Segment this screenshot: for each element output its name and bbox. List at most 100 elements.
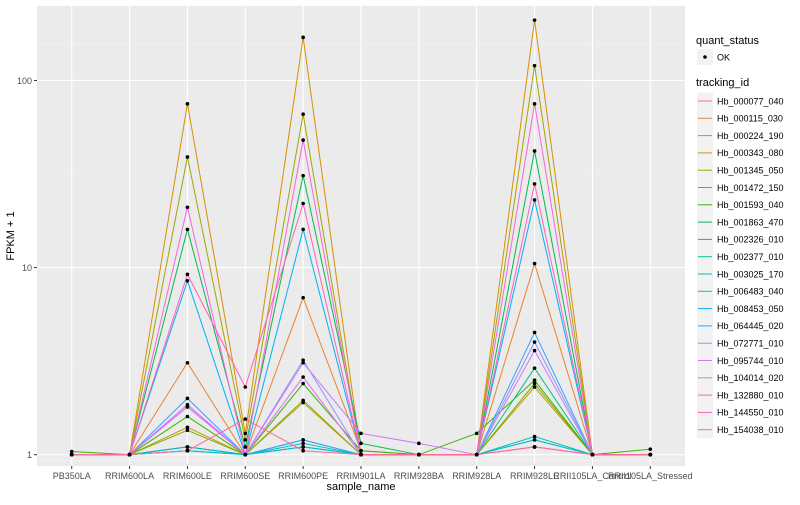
x-tick-label: RRIM600PE [278,471,328,481]
legend-item-label: Hb_002377_010 [717,252,784,262]
data-point [185,414,190,419]
legend-item-label: Hb_001472_150 [717,183,784,193]
data-point [301,227,305,232]
data-point [532,378,537,383]
data-point [532,330,537,335]
data-point [243,452,248,457]
data-point [243,385,248,389]
data-point [301,381,305,386]
legend-item-label: Hb_095744_010 [717,356,784,366]
legend-item-label: Hb_144550_010 [717,408,784,418]
data-point [301,201,305,206]
data-point [243,417,248,421]
data-point [301,441,305,446]
data-point [532,445,537,449]
legend-item-label: OK [717,53,730,63]
data-point [532,149,537,153]
legend-color: tracking_id Hb_000077_040 Hb_000115_030 Hb… [696,77,784,439]
data-points [69,18,653,457]
x-tick-label: RRIM928LE [510,471,559,481]
data-point [185,402,190,407]
data-point [243,438,248,442]
data-point [301,398,305,403]
legend-color-title: tracking_id [696,77,749,89]
legend-item-label: Hb_000077_040 [717,96,784,106]
grid [37,6,685,466]
data-point [301,438,305,442]
data-point [532,366,537,370]
y-tick-label: 10 [22,263,32,273]
x-axis: PB350LA RRIM600LA RRIM600LE RRIM600SE RRIM60… [53,466,693,481]
legend-item-label: Hb_000115_030 [717,114,783,124]
data-point [185,227,190,232]
data-point [185,448,190,453]
y-axis: 1 10 100 [17,76,37,460]
data-point [185,360,190,365]
data-point [185,445,190,449]
x-tick-label: RRII105LA_Stressed [608,471,693,481]
legend-item-label: Hb_000343_080 [717,148,784,158]
legend-shape: quant_status OK [696,35,759,65]
legend-item-label: Hb_072771_010 [717,339,784,349]
legend-item-label: Hb_001593_040 [717,200,784,210]
data-point [301,138,305,142]
legend-item-label: Hb_001863_470 [717,217,784,227]
data-point [185,155,190,159]
data-point [69,449,74,454]
y-axis-title: FPKM + 1 [5,211,17,260]
legend-item-label: Hb_064445_020 [717,321,784,331]
data-point [532,182,537,186]
data-point [532,340,537,344]
data-point [301,375,305,379]
x-tick-label: RRIM600SE [220,471,270,481]
data-point [301,295,305,300]
data-point [532,63,537,68]
x-tick-label: RRIM928BA [394,471,444,481]
data-point [185,278,190,283]
y-tick-label: 1 [27,450,32,460]
legend-item-label: Hb_104014_020 [717,373,784,383]
data-point [301,35,305,40]
x-tick-label: RRIM901LA [336,471,385,481]
data-point [532,434,537,439]
data-point [243,445,248,449]
data-point [532,102,537,106]
data-point [301,360,305,365]
legend-item-label: Hb_002326_010 [717,235,784,245]
data-point [243,431,248,436]
data-point [648,447,653,451]
data-point [532,348,537,353]
data-point [301,448,305,453]
data-point [648,452,653,457]
data-point [301,445,305,449]
data-point [185,272,190,277]
x-tick-label: RRIM928LA [452,471,501,481]
legend-item-label: Hb_000224_190 [717,131,784,141]
data-point [185,396,190,401]
data-point [417,452,421,457]
x-tick-label: RRII105LA_Control [553,471,631,481]
legend-item-label: Hb_154038_010 [717,425,784,435]
data-point [532,18,537,22]
x-tick-label: RRIM600LE [163,471,212,481]
legend-item-label: Hb_132880_010 [717,390,784,400]
x-tick-label: PB350LA [53,471,91,481]
data-point [532,261,537,266]
x-tick-label: RRIM600LA [105,471,154,481]
data-point [127,452,132,457]
data-point [532,198,537,202]
legend-item-label: Hb_001345_050 [717,166,784,176]
data-point [301,358,305,362]
legend-key-point [703,55,707,59]
legend-shape-title: quant_status [696,35,759,47]
data-point [185,428,190,433]
data-point [359,441,363,446]
legend-item-label: Hb_003025_170 [717,269,784,279]
x-axis-title: sample_name [326,481,395,493]
data-point [532,381,537,386]
data-point [590,452,595,457]
data-point [301,173,305,178]
data-point [301,112,305,117]
